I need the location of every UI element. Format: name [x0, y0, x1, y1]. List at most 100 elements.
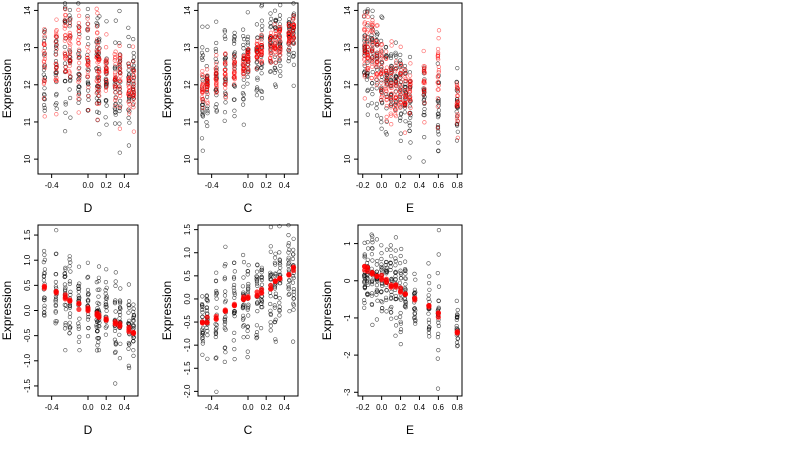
- data-point: [131, 339, 136, 344]
- x-tick-label: 0.0: [376, 403, 388, 412]
- y-tick-label: -3: [343, 388, 352, 396]
- data-point: [85, 28, 91, 33]
- data-point: [389, 80, 394, 85]
- data-point: [67, 264, 72, 269]
- y-tick-label: 13: [23, 43, 32, 52]
- y-tick-label: -0.5: [183, 315, 192, 329]
- data-point: [287, 309, 292, 314]
- x-tick-label: 0.0: [242, 403, 254, 412]
- data-point: [455, 65, 460, 71]
- data-point: [436, 87, 441, 92]
- data-point: [231, 275, 237, 280]
- data-point: [403, 276, 408, 281]
- y-tick-label: 1: [343, 241, 352, 246]
- data-point: [374, 283, 380, 288]
- data-point: [85, 275, 90, 280]
- data-point: [85, 16, 90, 21]
- data-point: [403, 299, 408, 304]
- data-point: [436, 148, 441, 153]
- data-point: [272, 320, 277, 325]
- data-point: [131, 318, 136, 323]
- data-point: [76, 339, 81, 344]
- data-point: [205, 73, 210, 78]
- data-point: [41, 91, 47, 97]
- data-point: [407, 120, 412, 125]
- data-point: [435, 80, 440, 85]
- data-point: [378, 47, 384, 52]
- data-point: [259, 46, 264, 51]
- data-point: [412, 271, 417, 277]
- data-point: [364, 275, 370, 280]
- y-tick-label: 0.0: [23, 304, 32, 316]
- data-point: [62, 33, 68, 38]
- data-point: [127, 120, 132, 125]
- data-point: [126, 282, 131, 287]
- data-point: [427, 325, 432, 330]
- data-point: [384, 267, 389, 272]
- data-point: [398, 131, 403, 136]
- data-point: [97, 93, 102, 99]
- data-point: [53, 302, 58, 307]
- data-point: [255, 85, 260, 90]
- data-point: [379, 309, 384, 314]
- data-point: [200, 45, 205, 50]
- data-point: [76, 60, 82, 66]
- data-point: [273, 84, 279, 89]
- data-point: [397, 87, 403, 92]
- data-point: [118, 341, 123, 346]
- data-point: [290, 37, 296, 42]
- data-point: [117, 332, 122, 337]
- data-point: [402, 110, 407, 115]
- data-point: [394, 60, 399, 65]
- data-point: [96, 294, 101, 299]
- data-point: [232, 108, 237, 113]
- data-point: [379, 264, 384, 270]
- data-point: [117, 86, 122, 91]
- data-point: [291, 16, 296, 21]
- data-point: [426, 317, 432, 322]
- data-point: [42, 310, 47, 315]
- data-point: [369, 33, 374, 38]
- data-point: [388, 306, 393, 311]
- data-point: [95, 40, 100, 45]
- data-point: [204, 305, 209, 311]
- data-point: [62, 129, 68, 134]
- data-point: [205, 108, 210, 114]
- data-point: [370, 36, 375, 42]
- data-point: [384, 53, 389, 59]
- data-point: [427, 281, 432, 286]
- data-point: [53, 34, 59, 39]
- data-point: [403, 119, 408, 124]
- data-point: [389, 316, 394, 321]
- data-point: [383, 71, 389, 76]
- y-tick-label: 14: [183, 5, 192, 14]
- data-point: [398, 327, 404, 332]
- data-point: [67, 331, 72, 336]
- data-point: [42, 65, 48, 71]
- data-point: [86, 298, 91, 303]
- data-point: [63, 54, 68, 59]
- data-point: [272, 285, 277, 290]
- data-point: [393, 269, 398, 275]
- data-point: [435, 356, 440, 361]
- data-point: [403, 259, 408, 264]
- y-tick-label: 11: [23, 117, 32, 126]
- data-point: [126, 99, 131, 104]
- data-point: [131, 93, 137, 98]
- data-point: [96, 84, 101, 89]
- data-point: [103, 88, 109, 93]
- data-point: [379, 80, 384, 85]
- data-point: [398, 52, 403, 58]
- data-point: [374, 101, 380, 106]
- data-point: [398, 296, 403, 301]
- data-point: [205, 47, 210, 53]
- data-point: [103, 81, 109, 86]
- data-point: [374, 86, 379, 91]
- data-point: [113, 110, 118, 115]
- data-point: [398, 329, 403, 335]
- data-point: [96, 348, 102, 353]
- data-point: [436, 64, 441, 70]
- data-point: [223, 95, 228, 101]
- data-point: [393, 52, 398, 57]
- x-axis-label: C: [244, 201, 253, 215]
